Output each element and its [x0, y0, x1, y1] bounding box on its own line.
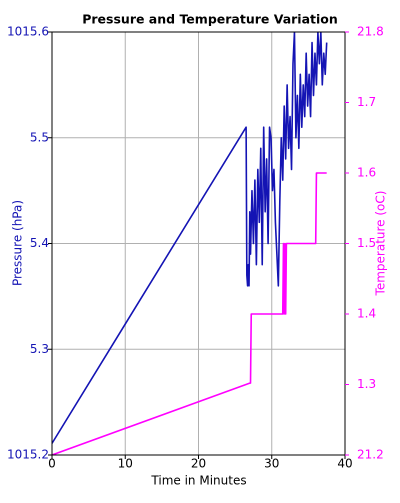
- y2-tick-label: 1.6: [357, 166, 376, 180]
- series-line: [52, 172, 327, 455]
- y-tick-label: 5.3: [30, 342, 49, 356]
- y-tick-label: 1015.6: [7, 25, 49, 39]
- x-tick-label: 30: [264, 457, 279, 471]
- x-tick-label: 40: [337, 457, 352, 471]
- y-axis-label: Pressure (hPa): [11, 200, 25, 286]
- y2-tick-label: 1.7: [357, 95, 376, 109]
- grid: [52, 32, 345, 455]
- chart-title: Pressure and Temperature Variation: [82, 12, 338, 27]
- x-tick-label: 20: [191, 457, 206, 471]
- x-tick-label: 0: [48, 457, 56, 471]
- x-tick-label: 10: [118, 457, 133, 471]
- plot-area: [52, 32, 328, 455]
- y-tick-label: 1015.2: [7, 448, 49, 462]
- y2-tick-label: 21.2: [357, 448, 384, 462]
- x-axis-label: Time in Minutes: [150, 474, 246, 488]
- y2-axis-label: Temperature (oC): [374, 191, 388, 297]
- y-tick-label: 5.4: [30, 236, 49, 250]
- series-line: [52, 32, 328, 444]
- y2-tick-label: 1.3: [357, 377, 376, 391]
- y-tick-label: 5.5: [30, 130, 49, 144]
- y2-tick-label: 1.4: [357, 307, 376, 321]
- y2-tick-label: 21.8: [357, 25, 384, 39]
- y2-tick-label: 1.5: [357, 236, 376, 250]
